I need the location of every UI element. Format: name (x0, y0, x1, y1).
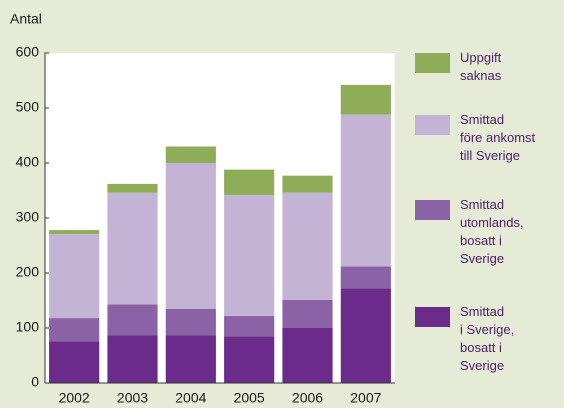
bar-segment (107, 335, 158, 383)
bar-segment (49, 341, 100, 383)
bar-segment (224, 169, 275, 195)
legend-label: Smittad utomlands, bosatt i Sverige (460, 197, 524, 266)
bar-segment (107, 304, 158, 336)
y-tick-label: 200 (16, 264, 40, 280)
bar-segment (282, 192, 333, 300)
bar-segment (224, 194, 275, 316)
bar-segment (282, 299, 333, 328)
bar-segment (224, 315, 275, 337)
legend-label: Smittad före ankomst till Sverige (460, 112, 536, 163)
bar-segment (282, 328, 333, 383)
legend-swatch (415, 115, 450, 135)
bar-segment (107, 183, 158, 193)
y-tick-label: 400 (16, 154, 40, 170)
bar-segment (224, 336, 275, 383)
plot-area (45, 53, 395, 383)
bar-segment (49, 233, 100, 319)
legend-swatch (415, 200, 450, 220)
x-tick-label: 2007 (350, 390, 381, 406)
y-tick-label: 500 (16, 99, 40, 115)
bar-segment (282, 175, 333, 193)
bar-segment (340, 288, 391, 383)
legend-label: Smittad i Sverige, bosatt i Sverige (460, 304, 514, 373)
bar-segment (340, 266, 391, 289)
legend-label: Uppgift saknas (460, 50, 502, 83)
bar-segment (340, 114, 391, 267)
x-tick-label: 2004 (175, 390, 206, 406)
y-tick-label: 600 (16, 44, 40, 60)
x-tick-label: 2006 (292, 390, 323, 406)
x-tick-label: 2002 (59, 390, 90, 406)
bar-segment (49, 230, 100, 234)
bar-segment (165, 146, 216, 163)
bar-segment (165, 335, 216, 383)
x-tick-label: 2003 (117, 390, 148, 406)
y-tick-label: 300 (16, 209, 40, 225)
y-tick-label: 0 (31, 374, 39, 390)
legend-swatch (415, 307, 450, 327)
bar-segment (49, 318, 100, 342)
legend-swatch (415, 53, 450, 73)
bar-segment (165, 163, 216, 309)
bar-segment (107, 192, 158, 305)
x-tick-label: 2005 (234, 390, 265, 406)
y-tick-label: 100 (16, 319, 40, 335)
y-axis-label: Antal (10, 11, 42, 27)
bar-segment (165, 308, 216, 336)
bar-segment (340, 84, 391, 115)
